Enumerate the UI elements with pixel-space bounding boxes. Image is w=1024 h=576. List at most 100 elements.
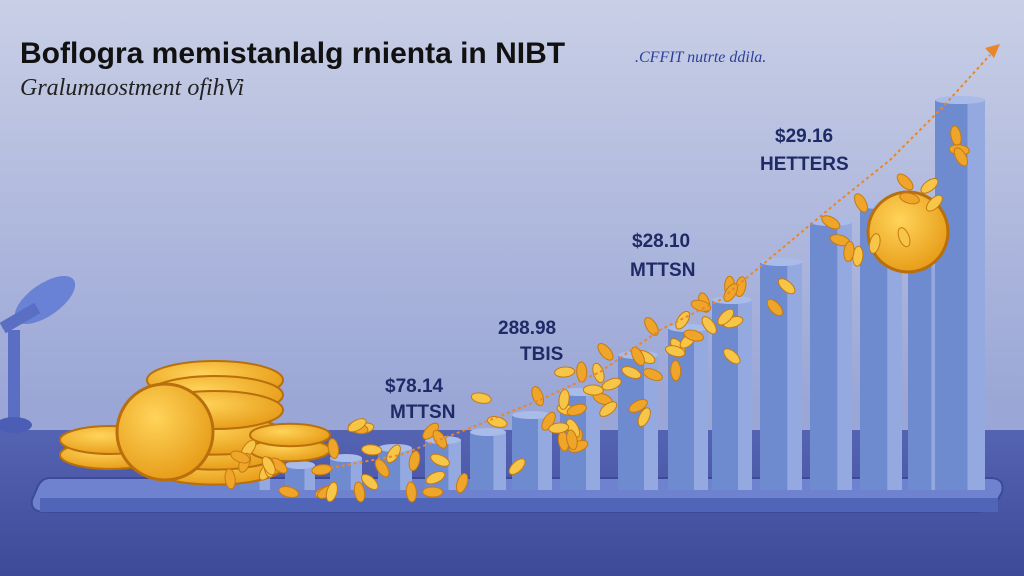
chip	[566, 403, 587, 417]
bar-side	[967, 100, 985, 490]
chip	[278, 486, 299, 498]
trend-arrow	[985, 44, 1000, 58]
chip	[637, 407, 651, 427]
lamp	[0, 276, 76, 433]
unit-label: TBIS	[520, 344, 563, 365]
title: Boflogra memistanlalg rnienta in NIBT	[20, 37, 565, 70]
chip	[508, 458, 526, 475]
chip	[422, 486, 444, 498]
chip	[592, 362, 605, 384]
chip	[717, 308, 735, 326]
chip	[386, 444, 401, 464]
chip	[644, 317, 659, 336]
bar-top	[285, 461, 315, 469]
chip	[631, 346, 645, 367]
bar-top	[935, 96, 985, 104]
chip	[899, 192, 920, 205]
chip	[670, 360, 682, 382]
chip	[683, 329, 704, 342]
chips	[224, 125, 970, 503]
chip	[408, 450, 421, 472]
chip	[374, 458, 390, 478]
chip	[690, 299, 712, 312]
chip	[926, 194, 943, 212]
chip	[854, 193, 868, 213]
chip	[261, 456, 276, 476]
chip	[597, 343, 614, 361]
chip	[843, 241, 855, 262]
chip	[425, 470, 446, 485]
coin-front	[115, 382, 215, 482]
chip	[675, 310, 691, 330]
bar-side	[400, 448, 412, 490]
chip	[576, 361, 588, 383]
bar-top	[712, 296, 752, 304]
chip	[664, 345, 686, 358]
chip	[621, 366, 642, 379]
subtitle: Gralumaostment ofihVi	[20, 75, 244, 101]
chip	[347, 418, 367, 433]
amount-label: 288.98	[498, 318, 556, 339]
coin	[249, 422, 331, 448]
bar-side	[538, 415, 552, 490]
chip	[554, 366, 576, 378]
chip	[541, 411, 556, 431]
chip	[701, 316, 717, 335]
chip	[599, 401, 618, 417]
bar-top	[512, 411, 552, 419]
chip	[353, 481, 366, 503]
bar-side	[738, 300, 752, 490]
amount-label: $29.16	[775, 126, 833, 147]
chip	[582, 384, 604, 396]
amount-label: $78.14	[385, 376, 444, 397]
chip	[920, 178, 939, 194]
bar-side	[694, 328, 708, 490]
bar-side	[644, 355, 658, 490]
chip	[325, 481, 338, 503]
platform-edge	[40, 498, 998, 512]
chip	[470, 392, 492, 404]
chip	[327, 438, 340, 459]
annotations: $78.14 MTTSN 288.98 TBIS $28.10 MTTSN $2…	[385, 126, 849, 423]
bar-side	[304, 465, 315, 490]
unit-label: HETTERS	[760, 154, 849, 175]
chip	[897, 227, 911, 248]
chip	[455, 472, 469, 494]
chip	[430, 453, 450, 467]
chip	[224, 468, 236, 490]
chip	[405, 481, 417, 503]
chip	[642, 368, 663, 382]
chip	[777, 278, 796, 295]
chip	[566, 429, 578, 451]
amount-label: $28.10	[632, 231, 690, 252]
bar-side	[586, 392, 600, 490]
bar-top	[760, 258, 802, 266]
chip	[766, 298, 784, 317]
bar-top	[470, 428, 506, 436]
bar-side	[837, 222, 852, 490]
coin-front	[866, 190, 950, 274]
bar-side	[448, 440, 461, 490]
chip	[601, 377, 622, 391]
chip	[230, 450, 251, 464]
chip	[953, 147, 968, 167]
note: .CFFIT nutrte ddila.	[635, 49, 766, 66]
bar-side	[887, 205, 902, 490]
unit-label: MTTSN	[630, 260, 695, 281]
chip	[361, 473, 379, 491]
chip	[548, 422, 570, 434]
chip	[896, 173, 914, 191]
trend-line	[329, 54, 991, 469]
chip	[868, 233, 881, 254]
bar-side	[493, 432, 506, 490]
chip	[531, 386, 545, 407]
bar-side	[350, 458, 362, 490]
bar-side	[787, 262, 802, 490]
chip	[723, 348, 741, 365]
unit-label: MTTSN	[390, 402, 455, 423]
chip	[628, 398, 648, 413]
chip	[361, 444, 383, 456]
chip	[558, 388, 570, 410]
